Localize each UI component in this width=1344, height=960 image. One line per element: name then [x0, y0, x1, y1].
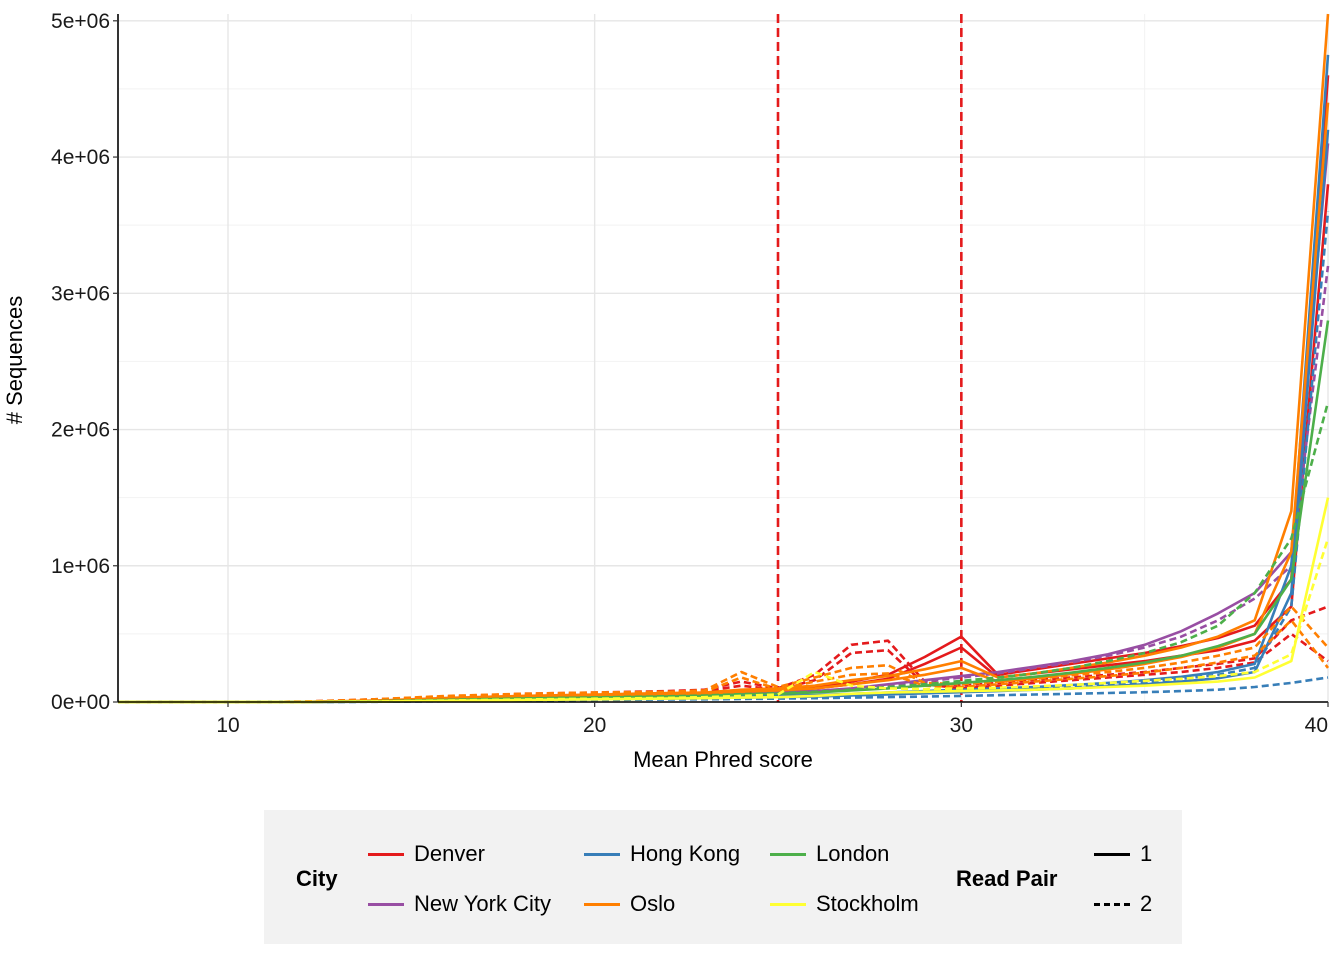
- x-tick-label: 20: [583, 714, 606, 737]
- x-axis-title: Mean Phred score: [633, 747, 813, 772]
- series-line-stockholm-pair-2: [118, 538, 1330, 704]
- series-line-hong-kong-pair-2: [118, 211, 1330, 704]
- legend-key-new-york-city: [368, 902, 404, 906]
- x-tick-label: 10: [216, 714, 239, 737]
- line-chart: 10 20 30 40 0e+00 1e+06 2e+06 3e+06 4e+06 5e+06 M…: [2, 10, 1330, 772]
- series-line-london-pair-2: [118, 401, 1330, 704]
- x-tick-label: 30: [950, 714, 973, 737]
- series-lines: [117, 13, 1330, 704]
- series-line-oslo-pair-1: [118, 13, 1330, 704]
- series-line-new-york-city-pair-2: [118, 265, 1330, 704]
- legend-label-oslo: Oslo: [630, 891, 676, 916]
- legend-key-solid: [1094, 852, 1130, 856]
- legend-label-stockholm: Stockholm: [816, 891, 919, 916]
- legend-key-hong-kong: [584, 852, 620, 856]
- legend-key-stockholm: [770, 902, 806, 906]
- y-axis-title: # Sequences: [2, 296, 27, 424]
- legend-label-new-york-city: New York City: [414, 891, 551, 916]
- axes: [117, 14, 1328, 703]
- y-tick-label: 0e+00: [51, 691, 110, 714]
- series-line-oslo-pair-1: [118, 102, 1330, 704]
- legend-item-read-pair-1: 1: [1094, 839, 1152, 869]
- legend-key-oslo: [584, 902, 620, 906]
- y-tick-label: 2e+06: [51, 419, 110, 442]
- legend-item-oslo: Oslo: [584, 889, 675, 919]
- legend-item-new-york-city: New York City: [368, 889, 551, 919]
- series-line-oslo-pair-2: [117, 618, 1330, 704]
- series-line-hong-kong-pair-1: [118, 54, 1330, 704]
- series-line-denver-pair-1: [118, 75, 1330, 704]
- legend-label-hong-kong: Hong Kong: [630, 841, 741, 866]
- legend-title-read-pair: Read Pair: [956, 866, 1058, 891]
- legend-item-hong-kong: Hong Kong: [584, 839, 740, 869]
- x-tick-label: 40: [1305, 714, 1328, 737]
- y-tick-label: 3e+06: [51, 282, 110, 305]
- legend-label-read-pair-2: 2: [1140, 891, 1153, 916]
- legend-item-stockholm: Stockholm: [770, 889, 919, 919]
- legend-title-city: City: [296, 866, 338, 891]
- tick-labels: 10 20 30 40 0e+00 1e+06 2e+06 3e+06 4e+06 5e+06: [51, 10, 1329, 737]
- series-line-denver-pair-1: [118, 184, 1330, 704]
- grid-lines: [118, 14, 1329, 703]
- legend-key-dashed: [1094, 902, 1130, 906]
- legend-item-read-pair-2: 2: [1094, 889, 1152, 919]
- legend-key-denver: [368, 852, 404, 856]
- y-tick-label: 1e+06: [51, 555, 110, 578]
- legend: City Denver New York City Hong Kong Oslo…: [264, 810, 1182, 944]
- series-line-hong-kong-pair-1: [118, 129, 1330, 704]
- y-tick-label: 4e+06: [51, 146, 110, 169]
- legend-label-london: London: [816, 841, 890, 866]
- legend-label-read-pair-1: 1: [1140, 841, 1153, 866]
- series-line-new-york-city-pair-1: [118, 143, 1330, 704]
- y-tick-label: 5e+06: [51, 10, 110, 33]
- reference-lines: [776, 14, 963, 702]
- legend-label-denver: Denver: [414, 841, 485, 866]
- legend-item-london: London: [770, 839, 889, 869]
- legend-item-denver: Denver: [368, 839, 485, 869]
- legend-key-london: [770, 852, 806, 856]
